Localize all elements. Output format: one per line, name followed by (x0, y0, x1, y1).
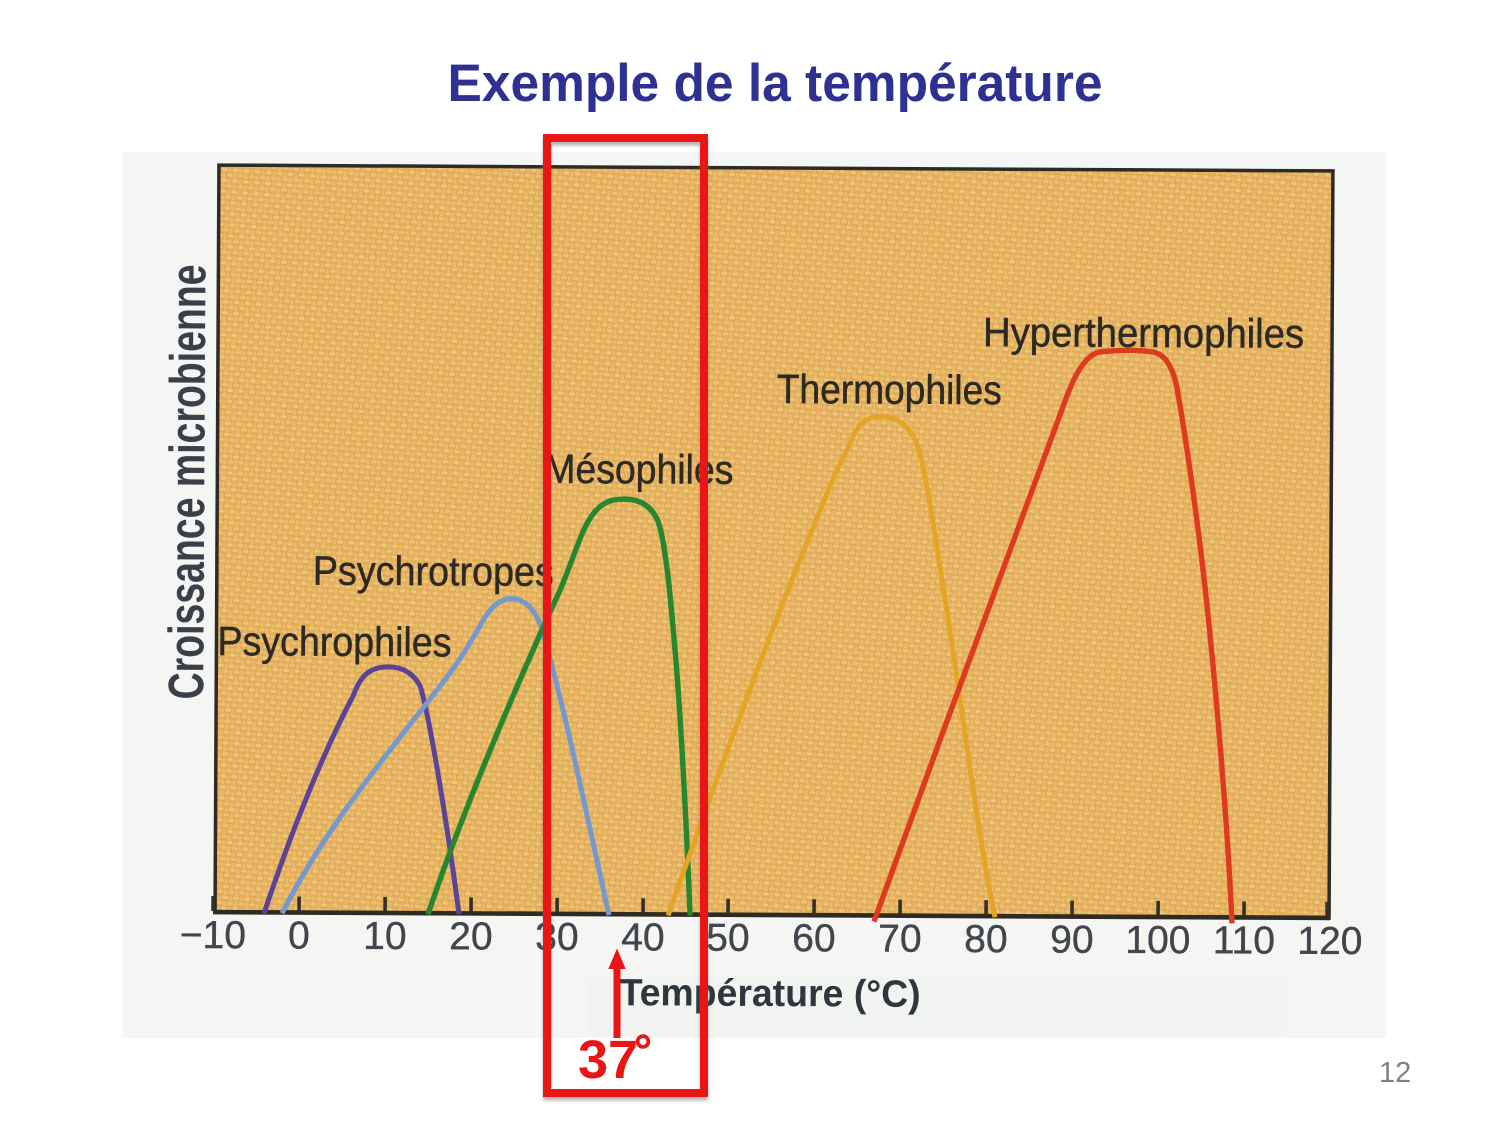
svg-text:Psychrophiles: Psychrophiles (217, 618, 451, 665)
svg-text:100: 100 (1125, 919, 1190, 962)
svg-text:40: 40 (621, 916, 665, 959)
svg-text:120: 120 (1297, 920, 1362, 963)
svg-text:37: 37 (578, 1030, 638, 1090)
svg-text:60: 60 (792, 917, 836, 960)
svg-text:Croissance microbienne: Croissance microbienne (158, 264, 216, 699)
svg-text:Psychrotropes: Psychrotropes (313, 548, 554, 595)
svg-text:−10: −10 (180, 914, 246, 957)
svg-text:20: 20 (449, 915, 493, 958)
svg-text:0: 0 (288, 914, 310, 957)
svg-text:12: 12 (1379, 1057, 1411, 1089)
svg-text:Exemple de la température: Exemple de la température (448, 54, 1103, 113)
svg-text:50: 50 (706, 917, 750, 960)
svg-text:Hyperthermophiles: Hyperthermophiles (983, 309, 1304, 357)
svg-text:80: 80 (964, 918, 1008, 961)
svg-text:70: 70 (878, 918, 922, 961)
svg-text:30: 30 (535, 916, 579, 959)
svg-text:Thermophiles: Thermophiles (777, 366, 1002, 413)
svg-text:10: 10 (363, 915, 407, 958)
svg-text:110: 110 (1213, 919, 1275, 962)
svg-text:Température (°C): Température (°C) (620, 972, 921, 1016)
svg-text:90: 90 (1050, 918, 1094, 961)
